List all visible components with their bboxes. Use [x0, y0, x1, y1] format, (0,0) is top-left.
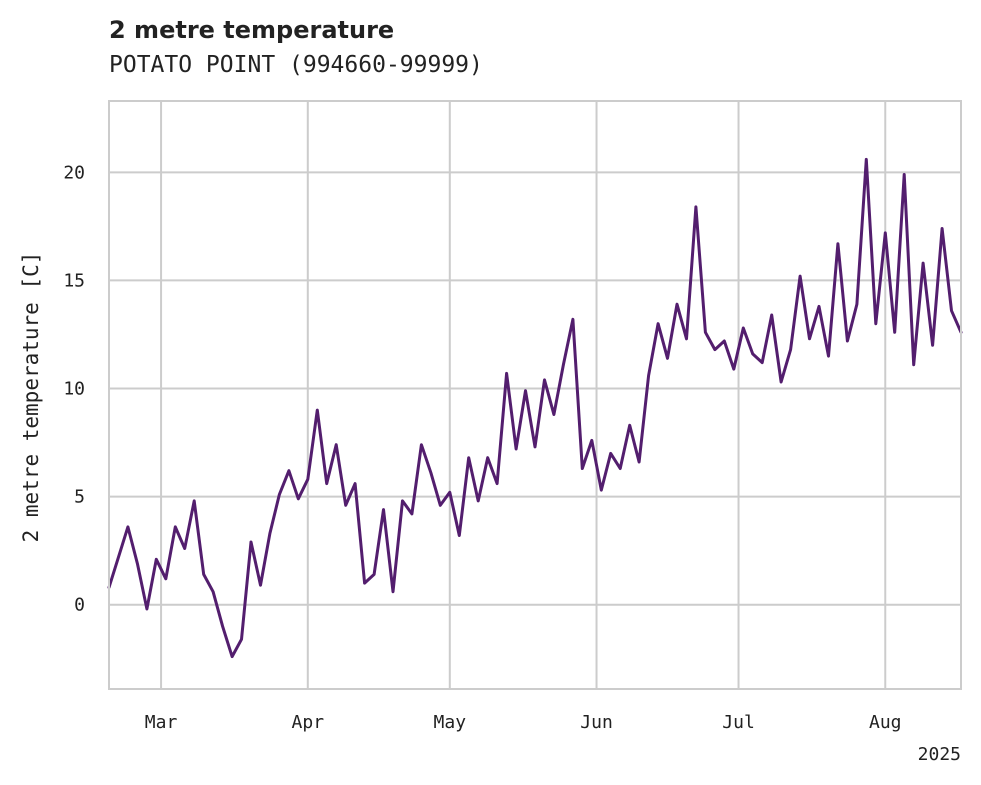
- plot-frame: [108, 100, 962, 690]
- x-axis-year-label: 2025: [918, 744, 961, 765]
- y-tick-label: 0: [74, 595, 85, 616]
- x-tick-label: May: [434, 712, 467, 733]
- x-tick-label: Jun: [580, 712, 613, 733]
- x-axis: Mar Apr May Jun Jul Aug: [145, 712, 902, 733]
- y-axis: 0 5 10 15 20: [63, 162, 85, 615]
- y-axis-label: 2 metre temperature [C]: [19, 252, 43, 543]
- y-tick-label: 5: [74, 487, 85, 508]
- x-tick-label: Aug: [869, 712, 902, 733]
- y-tick-label: 10: [63, 379, 85, 400]
- temperature-series-line: [107, 157, 963, 659]
- series-layer: [107, 157, 963, 659]
- y-tick-label: 20: [63, 162, 85, 183]
- grid-lines: [109, 101, 961, 689]
- x-tick-label: Apr: [292, 712, 325, 733]
- x-tick-label: Jul: [722, 712, 755, 733]
- chart-title: 2 metre temperature: [109, 16, 395, 44]
- y-tick-label: 15: [63, 270, 85, 291]
- x-tick-label: Mar: [145, 712, 178, 733]
- chart-subtitle: POTATO POINT (994660-99999): [109, 52, 483, 78]
